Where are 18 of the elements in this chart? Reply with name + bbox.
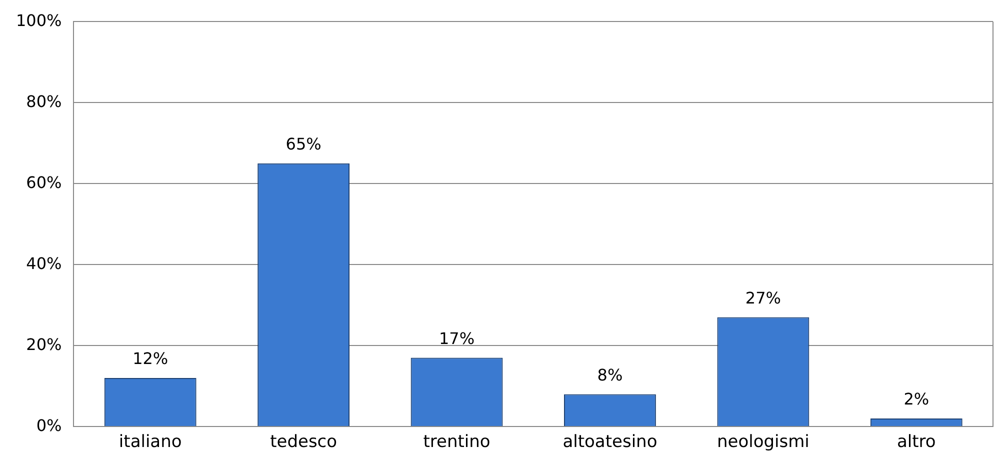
y-tick-label: 0%	[36, 416, 62, 435]
data-label: 12%	[132, 349, 168, 368]
data-label: 27%	[745, 288, 781, 308]
x-tick-label: tedesco	[270, 432, 338, 452]
data-label: 65%	[286, 134, 322, 154]
x-tick-label: neologismi	[716, 432, 810, 452]
y-tick-label: 60%	[26, 172, 62, 192]
x-tick-label: altro	[896, 432, 936, 452]
x-tick-label: trentino	[423, 432, 490, 452]
x-tick-label: altoatesino	[562, 432, 658, 452]
y-tick-label: 40%	[26, 254, 62, 273]
data-label: 17%	[438, 328, 475, 348]
y-tick-label: 80%	[26, 92, 62, 111]
data-label: 8%	[597, 365, 623, 384]
y-tick-label: 100%	[16, 10, 62, 30]
data-label: 2%	[904, 390, 930, 409]
x-tick-label: italiano	[118, 432, 182, 452]
y-tick-label: 20%	[26, 334, 62, 354]
